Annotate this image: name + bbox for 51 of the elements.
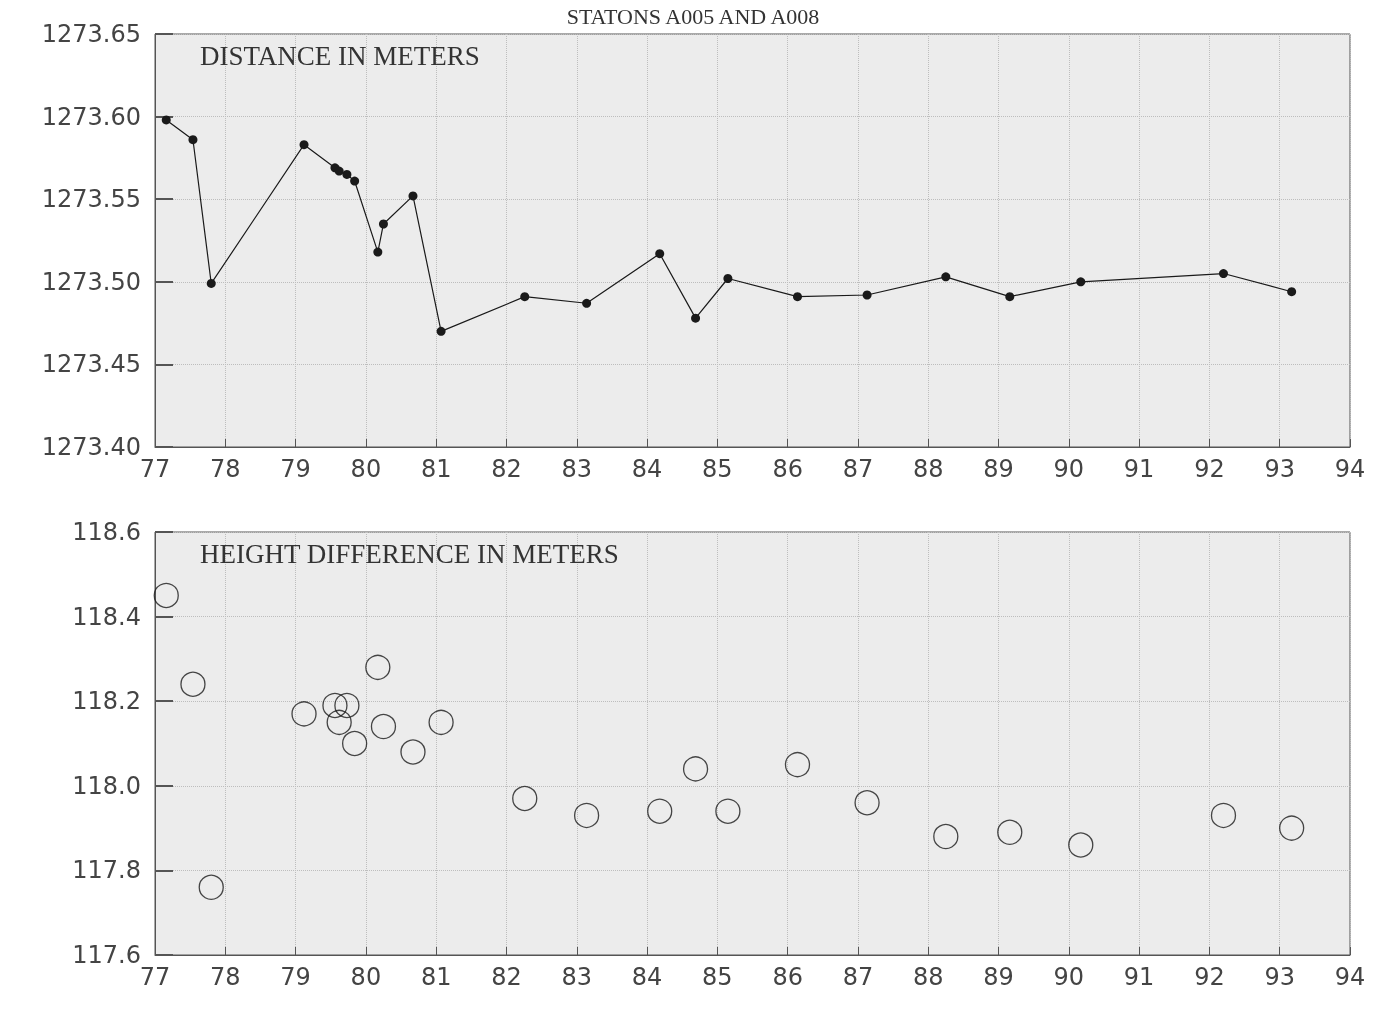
y-tick-label: 1273.55 [41, 185, 141, 214]
x-tick-label: 88 [912, 455, 944, 483]
y-tick-label: 117.8 [72, 856, 141, 885]
x-tick-label: 80 [350, 963, 382, 991]
x-tick-label: 82 [491, 455, 522, 483]
x-tick-label: 78 [210, 963, 241, 991]
y-tick-label: 118.4 [72, 602, 141, 631]
x-tick-label: 94 [1334, 455, 1366, 483]
x-tick-label: 90 [1053, 455, 1085, 483]
x-tick-label: 77 [139, 963, 171, 991]
y-tick-label: 1273.65 [41, 20, 141, 48]
y-tick-label: 118.2 [72, 687, 141, 716]
y-tick-label: 1273.45 [41, 350, 141, 379]
x-tick-label: 77 [139, 455, 171, 483]
x-tick-label: 93 [1264, 455, 1295, 483]
x-tick-label: 91 [1123, 963, 1155, 991]
chart-title: STATONS A005 AND A008 [566, 3, 820, 29]
annotation: HEIGHT DIFFERENCE IN METERS [200, 538, 619, 569]
x-tick-label: 86 [772, 963, 803, 991]
y-tick-label: 117.6 [72, 941, 141, 969]
x-tick-label: 79 [280, 455, 311, 483]
x-tick-label: 82 [491, 963, 522, 991]
x-tick-label: 80 [350, 455, 382, 483]
x-tick-label: 91 [1123, 455, 1155, 483]
x-tick-label: 81 [420, 455, 452, 483]
x-tick-label: 88 [912, 963, 944, 991]
x-tick-label: 87 [842, 455, 874, 483]
x-tick-label: 86 [772, 455, 803, 483]
x-tick-label: 79 [280, 963, 311, 991]
x-tick-label: 78 [210, 455, 241, 483]
x-tick-label: 85 [702, 455, 733, 483]
x-tick-label: 83 [561, 963, 593, 991]
x-tick-label: 93 [1264, 963, 1295, 991]
x-tick-label: 89 [983, 963, 1014, 991]
x-tick-label: 92 [1194, 963, 1225, 991]
x-tick-label: 90 [1053, 963, 1085, 991]
x-tick-label: 81 [420, 963, 452, 991]
x-tick-label: 83 [561, 455, 593, 483]
x-tick-label: 94 [1334, 963, 1366, 991]
y-tick-label: 1273.50 [41, 267, 141, 296]
x-tick-label: 85 [702, 963, 733, 991]
y-tick-label: 1273.60 [41, 102, 141, 131]
y-tick-label: 118.6 [72, 518, 141, 546]
x-tick-label: 89 [983, 455, 1014, 483]
y-tick-label: 1273.40 [41, 433, 141, 461]
x-tick-label: 84 [631, 455, 663, 483]
x-tick-label: 92 [1194, 455, 1225, 483]
x-tick-label: 87 [842, 963, 874, 991]
x-tick-label: 84 [631, 963, 663, 991]
annotation: DISTANCE IN METERS [200, 40, 480, 71]
y-tick-label: 118.0 [72, 771, 141, 800]
